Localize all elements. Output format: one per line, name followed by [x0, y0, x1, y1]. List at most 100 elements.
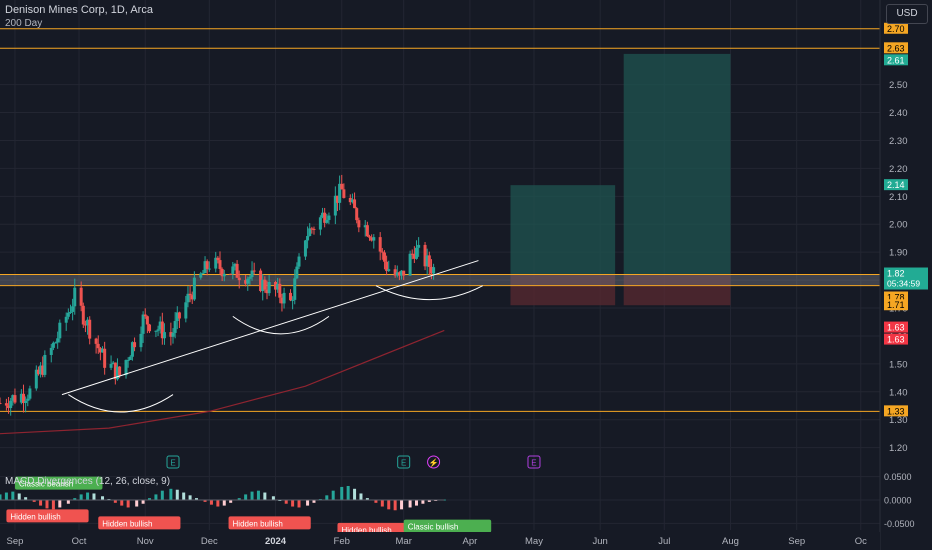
macd-bar: [346, 486, 350, 500]
candle-body: [24, 400, 28, 403]
candle-body: [175, 312, 179, 322]
macd-bar: [24, 497, 28, 500]
candle-body: [49, 347, 53, 355]
candle-body: [51, 342, 55, 348]
split-marker[interactable]: [427, 455, 441, 469]
candle-body: [250, 270, 254, 278]
divergence-label-box[interactable]: [403, 519, 492, 533]
last-price-tag: [884, 267, 928, 290]
stop-zone-1[interactable]: [510, 274, 616, 306]
time-tick-label: Oct: [72, 536, 87, 547]
candle-body: [79, 287, 83, 306]
last-price-label: 1.82: [887, 269, 905, 279]
macd-bar: [353, 488, 357, 500]
candle-body: [56, 338, 60, 343]
divergence-label-box[interactable]: [14, 476, 103, 490]
chart-title: Denison Mines Corp, 1D, Arca: [5, 4, 153, 16]
macd-bar: [415, 500, 419, 506]
candle-body: [353, 199, 357, 209]
divergence-label-box[interactable]: [6, 509, 89, 523]
trendline[interactable]: [61, 260, 479, 396]
price-tag-label: 1.63: [887, 323, 905, 333]
candle-body: [158, 321, 162, 330]
macd-bar: [421, 500, 425, 504]
candle-body: [4, 403, 8, 406]
last-price-countdown: 05:34:59: [887, 279, 920, 289]
macd-tick-label: 0.0000: [884, 496, 912, 506]
target-zone-1[interactable]: [510, 185, 616, 275]
macd-bar: [51, 500, 55, 510]
time-tick-label: Jun: [593, 536, 608, 547]
target-zone-2[interactable]: [623, 53, 731, 275]
price-tag-label: 1.78: [887, 293, 905, 303]
candle-body: [26, 398, 30, 401]
cup-arc-drawing[interactable]: [68, 394, 174, 413]
price-tag-label: 1.71: [887, 300, 905, 310]
candle-body: [259, 270, 263, 291]
price-tick-label: 1.40: [889, 387, 908, 398]
macd-bar: [11, 491, 15, 500]
candle-body: [318, 217, 322, 230]
candle-body: [39, 365, 43, 375]
macd-bar: [291, 500, 295, 507]
candle-body: [41, 365, 45, 375]
divergence-label-box[interactable]: [228, 516, 311, 530]
price-tick-label: 2.40: [889, 108, 908, 119]
macd-tick-label: 0.0500: [884, 472, 912, 482]
candle-body: [233, 263, 237, 267]
macd-bar: [209, 500, 213, 505]
macd-bar: [427, 500, 431, 502]
candle-body: [278, 283, 282, 298]
currency-button[interactable]: USD: [886, 4, 928, 24]
candle-body: [220, 268, 224, 277]
macd-bar: [244, 494, 248, 500]
price-tag-label: 1.33: [887, 406, 905, 416]
candle-body: [86, 319, 90, 326]
candle-body: [68, 311, 72, 313]
candle-body: [58, 322, 62, 339]
macd-bar: [325, 495, 329, 500]
candle-body: [94, 338, 98, 344]
cup-arc-drawing[interactable]: [232, 315, 330, 335]
macd-bar: [120, 500, 124, 506]
macd-bar: [17, 493, 21, 500]
price-tick-label: 2.00: [889, 220, 908, 231]
price-tick-label: 2.50: [889, 80, 908, 91]
candle-body: [115, 366, 119, 380]
price-tick-label: 2.30: [889, 136, 908, 147]
price-tag: [884, 321, 908, 333]
macd-bar: [39, 500, 43, 506]
candle-body: [36, 369, 40, 375]
earnings-marker[interactable]: [166, 455, 180, 469]
divergence-label-box[interactable]: [98, 516, 181, 530]
macd-bar: [169, 488, 173, 500]
macd-bar: [393, 500, 397, 511]
candle-body: [308, 228, 312, 237]
price-tick-label: 2.20: [889, 164, 908, 175]
candle-body: [397, 272, 401, 276]
candle-body: [338, 183, 342, 203]
time-tick-label: Nov: [137, 536, 154, 547]
candle-body: [350, 199, 354, 203]
candle-body: [148, 324, 152, 332]
candle-body: [118, 366, 122, 376]
stop-zone-2[interactable]: [623, 274, 731, 306]
time-tick-label: Dec: [201, 536, 218, 547]
price-tag: [884, 179, 908, 191]
candle-body: [218, 260, 222, 269]
macd-bar: [365, 498, 369, 500]
cup-arc-drawing[interactable]: [375, 285, 483, 301]
macd-bar: [297, 500, 301, 508]
macd-bar: [0, 494, 2, 500]
candle-body: [402, 270, 406, 276]
earnings-marker[interactable]: [527, 455, 541, 469]
support-band[interactable]: [0, 274, 880, 286]
divergence-label-text: Hidden bullish: [102, 519, 152, 528]
divergence-label-text: Classic bearish: [19, 480, 73, 489]
candle-body: [0, 402, 2, 404]
price-tick-label: 1.50: [889, 359, 908, 370]
candle-body: [186, 293, 190, 303]
earnings-marker[interactable]: [397, 455, 411, 469]
candle-body: [124, 360, 128, 376]
